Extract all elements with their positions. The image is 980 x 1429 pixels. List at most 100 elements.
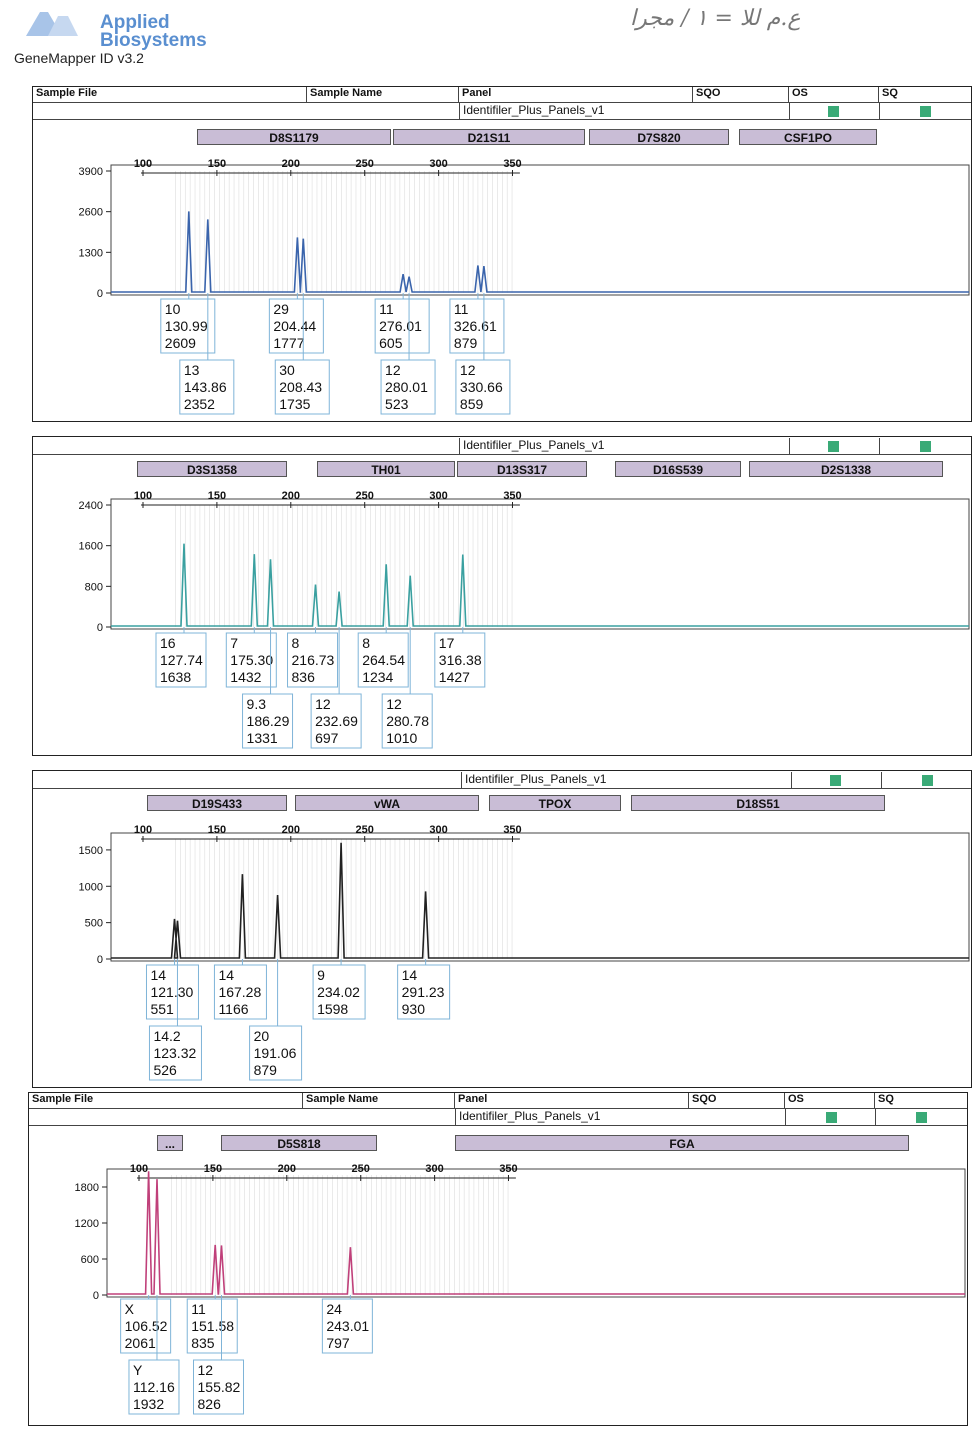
peak-label: 835 (191, 1335, 215, 1351)
yellow-channel-panel: Identifiler_Plus_Panels_v1 D19S433 vWA T… (32, 770, 972, 1088)
peak-label: 836 (292, 669, 316, 685)
header-sample-name: Sample Name (303, 1093, 455, 1108)
x-tick-label: 100 (134, 158, 152, 170)
peak-label: 1777 (273, 335, 304, 351)
peak-label: 8 (292, 635, 300, 651)
electropherogram-plot: 100 150 200 250 300 350 0 600 1200 1800 X106.52206… (75, 1163, 966, 1415)
header-os: OS (785, 1093, 875, 1108)
peak-label: 9.3 (247, 696, 267, 712)
marker-label: D16S539 (615, 461, 741, 477)
peak-label: 204.44 (273, 318, 316, 334)
peak-label: 127.74 (160, 652, 203, 668)
peak-label-box (312, 964, 366, 1020)
header-panel: Panel (459, 87, 693, 102)
x-tick-label: 100 (134, 824, 152, 836)
peak-label: 12 (385, 362, 401, 378)
green-flag-icon (826, 1112, 837, 1123)
logo-icon (26, 12, 78, 36)
peak-label: 243.01 (326, 1318, 369, 1334)
marker-label: D13S317 (457, 461, 587, 477)
marker-bar: ... D5S818 FGA (29, 1135, 967, 1153)
peak-label: X (125, 1301, 135, 1317)
os-flag (791, 772, 881, 788)
peak-label: 20 (254, 1028, 270, 1044)
peak-label: 16 (160, 635, 176, 651)
peak-label: 151.58 (191, 1318, 234, 1334)
peak-label: 2061 (125, 1335, 156, 1351)
trace-line (111, 842, 969, 959)
peak-label: 130.99 (165, 318, 208, 334)
x-tick-label: 350 (503, 824, 521, 836)
peak-label: 1598 (317, 1001, 348, 1017)
peak-label: 2352 (184, 396, 215, 412)
peak-label: Y (133, 1362, 143, 1378)
peak-label: 14 (218, 967, 234, 983)
marker-label: ... (157, 1135, 183, 1151)
peak-label-box (357, 632, 409, 688)
table-header: Sample File Sample Name Panel SQO OS SQ (29, 1093, 967, 1109)
header-sq: SQ (878, 1093, 894, 1105)
green-flag-icon (828, 106, 839, 117)
peak-label-box (213, 964, 267, 1020)
sample-row: Identifiler_Plus_Panels_v1 (33, 103, 971, 120)
x-tick-label: 300 (425, 1163, 443, 1175)
header-os: OS (789, 87, 879, 102)
peak-label-box (449, 298, 505, 354)
green-flag-icon (830, 775, 841, 786)
green-flag-icon (920, 441, 931, 452)
peak-label: 12 (198, 1362, 214, 1378)
brand-line1: Applied (100, 12, 170, 33)
electropherogram-plot: 100 150 200 250 300 35005001000150014121.3055… (79, 824, 970, 1081)
peak-label-box (179, 359, 235, 415)
marker-label: D19S433 (147, 795, 287, 811)
peak-label-box (186, 1298, 238, 1354)
panel-name: Identifiler_Plus_Panels_v1 (459, 438, 789, 454)
peak-label: 326.61 (454, 318, 497, 334)
y-tick-label: 1500 (79, 845, 103, 857)
y-tick-label: 0 (93, 1290, 99, 1302)
peak-label: 10 (165, 301, 181, 317)
peak-label: 8 (362, 635, 370, 651)
x-tick-label: 250 (356, 490, 374, 502)
peak-label: 29 (273, 301, 289, 317)
peak-label: 208.43 (279, 379, 322, 395)
os-flag (789, 438, 879, 454)
x-tick-label: 100 (134, 490, 152, 502)
peak-label: 1427 (439, 669, 470, 685)
peak-label: 1638 (160, 669, 191, 685)
peak-label: 14 (150, 967, 166, 983)
panel-name: Identifiler_Plus_Panels_v1 (455, 1109, 785, 1125)
peak-label: 9 (317, 967, 325, 983)
header-sample-file: Sample File (29, 1093, 303, 1108)
x-tick-label: 150 (204, 1163, 222, 1175)
x-tick-label: 200 (282, 158, 300, 170)
peak-label: 216.73 (292, 652, 335, 668)
peak-label: 14.2 (153, 1028, 180, 1044)
peak-label: 30 (279, 362, 295, 378)
marker-label: D7S820 (589, 129, 729, 145)
header-sq: SQ (882, 87, 898, 99)
product-name: GeneMapper ID v3.2 (14, 50, 144, 66)
y-tick-label: 0 (97, 954, 103, 966)
peak-label: 121.30 (150, 984, 193, 1000)
x-tick-label: 150 (208, 824, 226, 836)
peak-label: 12 (386, 696, 402, 712)
peak-label: 234.02 (317, 984, 360, 1000)
electropherogram-plot: 100 150 200 250 300 350 0 800 1600 2400 16127.7416… (79, 490, 970, 749)
x-tick-label: 150 (208, 158, 226, 170)
peak-label: 11 (454, 301, 469, 317)
marker-label: D18S51 (631, 795, 885, 811)
peak-label: 859 (460, 396, 484, 412)
sq-flag (875, 1109, 965, 1125)
blue-channel-panel: Sample File Sample Name Panel SQO OS SQ … (32, 86, 972, 422)
y-tick-label: 2600 (79, 207, 103, 219)
peak-label: 1234 (362, 669, 393, 685)
sample-row: Identifiler_Plus_Panels_v1 (33, 772, 971, 789)
trace-line (107, 1171, 965, 1295)
peak-label-box (274, 359, 330, 415)
peak-label: 1331 (247, 730, 278, 746)
y-tick-label: 1800 (75, 1182, 99, 1194)
peak-label: 330.66 (460, 379, 503, 395)
plot-frame (110, 498, 970, 630)
green-channel-panel: Identifiler_Plus_Panels_v1 D3S1358 TH01 … (32, 436, 972, 756)
